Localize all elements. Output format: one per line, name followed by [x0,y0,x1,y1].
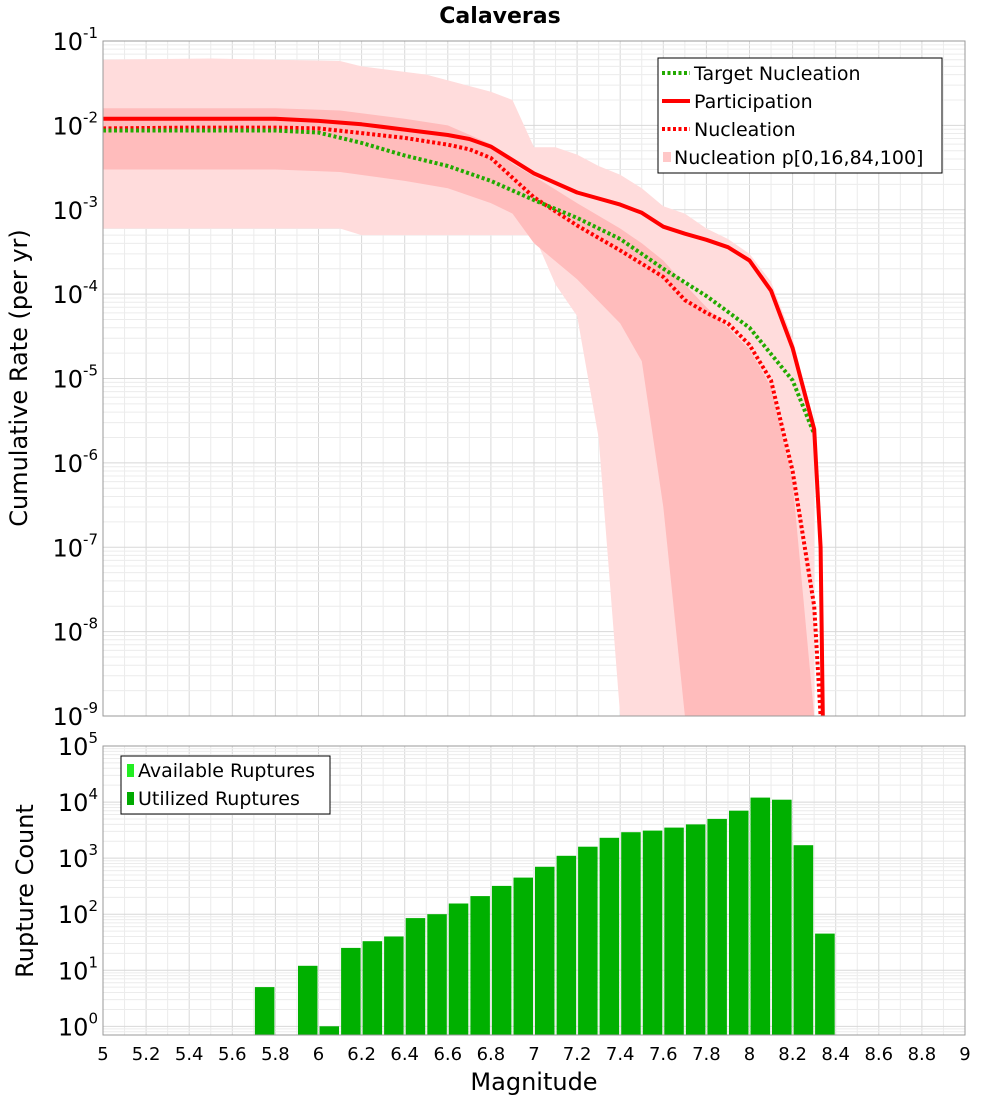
legend-swatch [663,152,671,162]
bar [427,914,447,1035]
count-panel: 100 101 102 103 104 105 5 5.2 5.4 5.6 5.8 6 6.2 6.4 6… [11,729,971,1096]
bar [664,827,684,1035]
legend-label: Available Ruptures [138,760,315,782]
x-tick-label: 6.8 [477,1044,506,1065]
y-tick-label: 105 [58,729,98,761]
rate-legend-box [657,57,943,174]
count-bars [254,797,835,1035]
count-y-ticks: 100 101 102 103 104 105 [58,729,98,1041]
y-tick-label: 102 [58,897,98,929]
x-tick-label: 5.8 [261,1044,290,1065]
bar [319,1026,339,1035]
bar [815,933,835,1035]
count-plot-frame [102,745,966,1036]
y-tick-label: 10-7 [52,530,98,562]
bar [513,877,533,1035]
x-tick-label: 7 [528,1044,539,1065]
legend-label: Nucleation p[0,16,84,100] [674,147,923,169]
chart-title: Calaveras [439,4,560,29]
bar [448,903,469,1035]
series-line-participation [103,116,825,717]
rate-plot-frame [102,40,966,717]
y-tick-label: 10-3 [52,193,98,225]
y-tick-label: 103 [58,841,98,873]
x-tick-label: 7.4 [606,1044,635,1065]
x-axis-label: Magnitude [470,1068,597,1096]
y-tick-label: 10-9 [52,699,98,731]
bar [750,797,771,1035]
x-tick-label: 7.2 [563,1044,592,1065]
legend-label: Target Nucleation [693,63,861,85]
x-tick-label: 6.6 [433,1044,462,1065]
y-tick-label: 10-2 [52,108,98,140]
count-y-axis-label: Rupture Count [11,804,39,978]
x-tick-label: 8.6 [864,1044,893,1065]
bar [341,947,361,1035]
x-tick-label: 9 [959,1044,970,1065]
bar [621,832,641,1035]
bar [729,810,749,1035]
rate-y-axis-label: Cumulative Rate (per yr) [5,229,33,527]
rate-panel: 10-9 10-8 10-7 10-6 10-5 10-4 10-3 10-2 10-1 Cum… [5,24,966,731]
x-tick-label: 5.6 [218,1044,247,1065]
bar [772,799,792,1035]
x-tick-label: 8.8 [908,1044,937,1065]
legend-label: Nucleation [694,119,796,141]
bar [405,918,426,1035]
y-tick-label: 10-5 [52,362,98,394]
bar [578,846,598,1035]
bar [642,830,663,1035]
x-tick-label: 8 [744,1044,755,1065]
x-tick-label: 5.4 [175,1044,204,1065]
bar [298,965,318,1035]
band-p0-p100 [103,58,815,716]
bar [685,824,706,1035]
count-legend: Available Ruptures Utilized Ruptures [120,755,331,815]
bar [599,837,620,1035]
rate-bands [103,58,815,716]
bar [491,885,512,1035]
x-tick-label: 7.6 [649,1044,678,1065]
bar [793,845,814,1035]
x-tick-label: 8.4 [821,1044,850,1065]
x-tick-label: 7.8 [692,1044,721,1065]
x-tick-label: 8.2 [778,1044,807,1065]
y-tick-label: 10-6 [52,446,98,478]
y-tick-label: 104 [58,785,98,817]
count-legend-box [120,755,331,815]
series-line-nucleation [102,125,823,717]
legend-swatch [127,764,134,777]
y-tick-label: 10-4 [52,277,98,309]
bar [556,855,577,1035]
y-tick-label: 10-1 [52,24,98,56]
x-ticks: 5 5.2 5.4 5.6 5.8 6 6.2 6.4 6.6 6.8 7 7.2 7.4 7.6 7.8 8… [97,1044,970,1065]
legend-label: Participation [694,91,813,113]
band-p16-p84 [103,108,815,716]
bar [384,936,404,1035]
bar [254,987,275,1035]
legend-swatch [127,792,134,805]
bar [362,941,383,1035]
y-tick-label: 100 [58,1009,98,1041]
rate-lines [102,116,825,717]
y-tick-label: 10-8 [52,615,98,647]
rate-legend: Target Nucleation Participation Nucleation… [657,57,943,174]
y-tick-label: 101 [58,953,98,985]
x-tick-label: 6 [313,1044,324,1065]
bar [470,896,490,1035]
bar [535,866,555,1035]
x-tick-label: 5 [97,1044,108,1065]
rate-y-ticks: 10-9 10-8 10-7 10-6 10-5 10-4 10-3 10-2 10-1 [52,24,98,731]
legend-label: Utilized Ruptures [138,788,300,810]
bar [707,818,727,1035]
x-tick-label: 6.2 [347,1044,376,1065]
x-tick-label: 6.4 [390,1044,419,1065]
x-tick-label: 5.2 [132,1044,161,1065]
